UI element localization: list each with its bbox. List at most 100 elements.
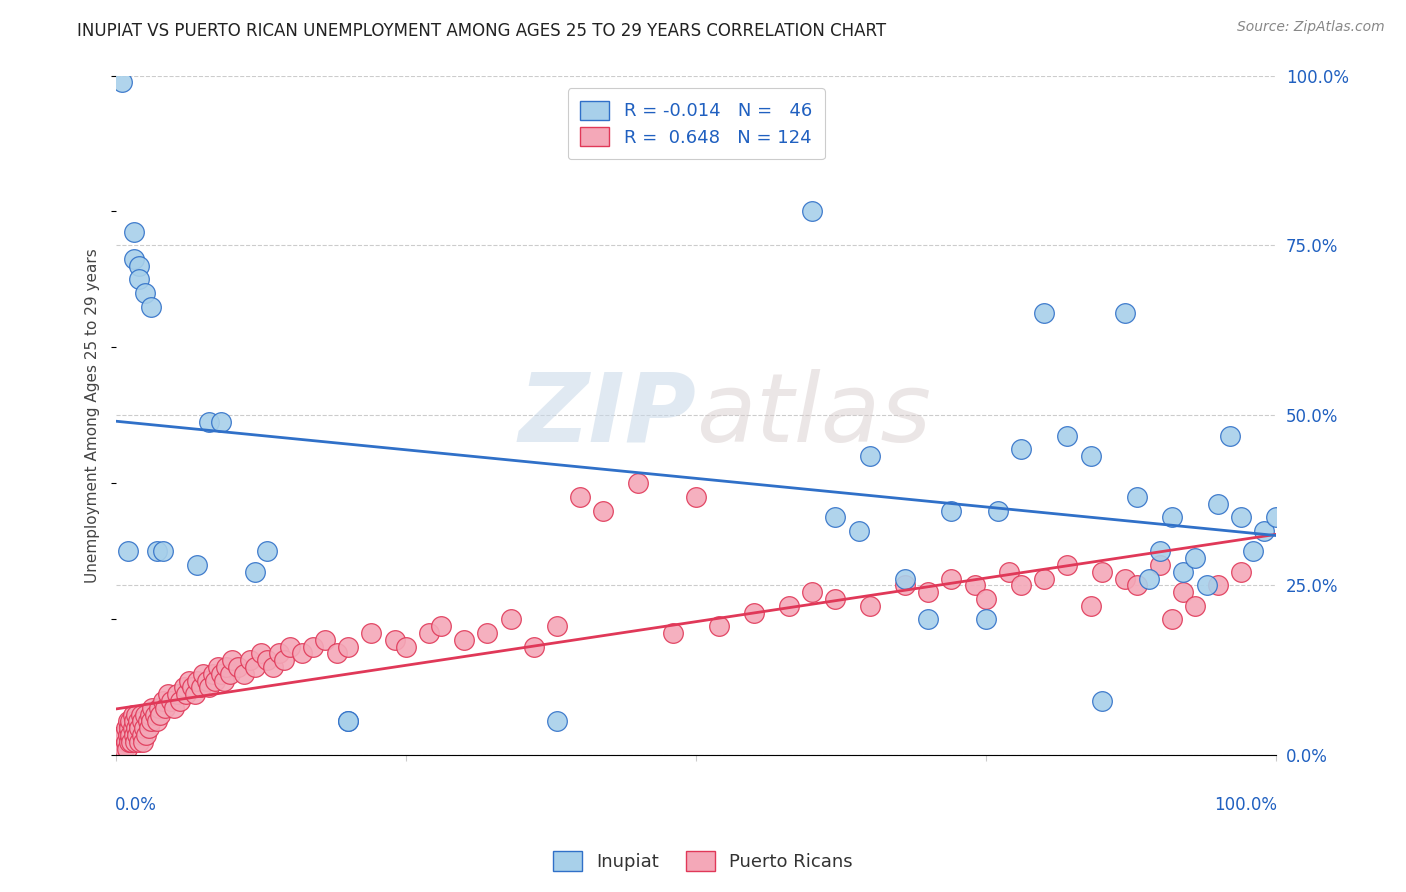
Point [430,619,453,633]
Point [112,741,135,756]
Point [1173,565,1195,579]
Point [131,714,153,729]
Point [685,490,707,504]
Point [127,714,149,729]
Point [477,626,499,640]
Point [1091,694,1114,708]
Point [125,721,148,735]
Point [122,225,145,239]
Point [120,714,142,729]
Point [273,653,295,667]
Point [121,721,143,735]
Point [395,640,418,654]
Point [325,646,347,660]
Point [894,572,917,586]
Point [108,735,131,749]
Point [152,544,174,558]
Point [917,612,939,626]
Point [122,728,145,742]
Point [245,660,267,674]
Point [111,728,134,742]
Point [149,707,172,722]
Point [117,728,139,742]
Point [499,612,522,626]
Text: INUPIAT VS PUERTO RICAN UNEMPLOYMENT AMONG AGES 25 TO 29 YEARS CORRELATION CHART: INUPIAT VS PUERTO RICAN UNEMPLOYMENT AMO… [77,22,886,40]
Point [302,640,325,654]
Point [1114,306,1136,320]
Point [627,476,650,491]
Point [1126,578,1149,592]
Text: Source: ZipAtlas.com: Source: ZipAtlas.com [1237,20,1385,34]
Point [146,714,169,729]
Text: atlas: atlas [696,369,931,462]
Point [778,599,800,613]
Point [132,721,155,735]
Point [128,735,150,749]
Point [262,660,284,674]
Point [135,728,157,742]
Point [118,721,141,735]
Point [742,606,765,620]
Point [179,673,201,688]
Point [148,700,170,714]
Point [337,714,360,729]
Point [117,714,139,729]
Point [212,673,235,688]
Point [546,619,568,633]
Point [239,653,262,667]
Point [219,666,242,681]
Point [1091,565,1114,579]
Point [1160,612,1182,626]
Point [184,687,207,701]
Point [941,503,963,517]
Point [337,714,360,729]
Point [128,721,150,735]
Point [291,646,314,660]
Point [256,653,278,667]
Point [1033,306,1056,320]
Point [138,721,160,735]
Point [250,646,273,660]
Point [110,741,132,756]
Point [1126,490,1149,504]
Point [112,728,135,742]
Point [360,626,382,640]
Point [1206,578,1229,592]
Point [128,259,150,273]
Point [122,714,145,729]
Point [209,666,232,681]
Point [1173,585,1195,599]
Point [1056,558,1078,572]
Point [1184,551,1206,566]
Point [1184,599,1206,613]
Point [824,510,846,524]
Point [523,640,546,654]
Point [987,503,1010,517]
Point [1219,429,1241,443]
Point [232,666,254,681]
Point [1160,510,1182,524]
Point [209,415,232,429]
Point [134,707,156,722]
Point [166,687,188,701]
Point [193,666,215,681]
Point [1080,449,1102,463]
Point [207,660,229,674]
Point [917,585,939,599]
Point [963,578,986,592]
Point [114,721,136,735]
Point [894,578,917,592]
Point [974,612,997,626]
Point [117,544,139,558]
Point [195,673,218,688]
Point [278,640,301,654]
Text: 100.0%: 100.0% [1215,797,1277,814]
Point [139,300,162,314]
Point [1010,578,1032,592]
Point [1206,497,1229,511]
Point [1033,572,1056,586]
Point [1010,442,1032,457]
Point [169,694,191,708]
Point [859,449,882,463]
Point [1195,578,1218,592]
